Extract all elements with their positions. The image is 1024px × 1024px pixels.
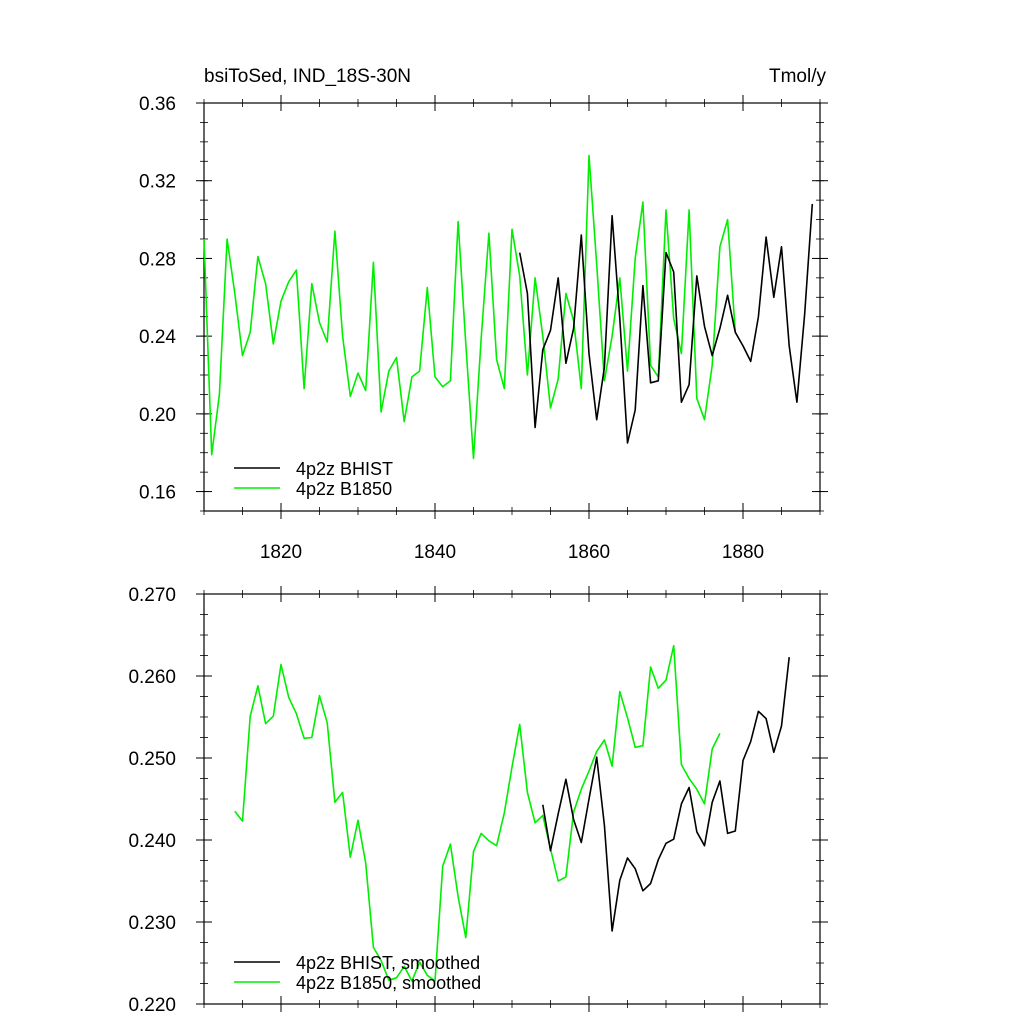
series-line-b1850 [203, 154, 737, 460]
axes-frame: 0.220 0.230 0.240 0.250 0.260 0.270 [128, 585, 828, 1016]
chart-title: bsiToSed, IND_18S-30N [204, 66, 411, 87]
series-line-bhist [518, 203, 814, 444]
x-tick-label: 1820 [260, 542, 302, 563]
y-tick-label: 0.270 [128, 585, 176, 606]
y-tick-label: 0.260 [128, 667, 176, 688]
legend-label: 4p2z BHIST [296, 459, 393, 479]
series-line-bhist [542, 657, 790, 932]
top-panel: bsiToSed, IND_18S-30N Tmol/y 0.16 0.20 0.2… [139, 66, 828, 563]
y-tick-label: 0.16 [139, 483, 176, 504]
legend-label: 4p2z B1850 [296, 479, 392, 499]
y-tick-label: 0.32 [139, 172, 176, 193]
series-lines [203, 154, 814, 460]
y-tick-label: 0.250 [128, 749, 176, 770]
x-tick-label: 1880 [722, 542, 764, 563]
y-tick-label: 0.20 [139, 405, 176, 426]
x-tick-label: 1860 [568, 542, 610, 563]
y-tick-label: 0.220 [128, 995, 176, 1016]
bottom-panel: 0.220 0.230 0.240 0.250 0.260 0.270 4p2z BHIS… [128, 585, 828, 1016]
series-lines [234, 644, 790, 982]
legend-label: 4p2z BHIST, smoothed [296, 953, 480, 973]
legend-label: 4p2z B1850, smoothed [296, 973, 481, 993]
y-tick-label: 0.24 [139, 327, 176, 348]
axes-frame: 0.16 0.20 0.24 0.28 0.32 0.36 1820 1840 1860 1880 [139, 94, 828, 563]
series-line-b1850 [234, 644, 721, 982]
y-tick-label: 0.240 [128, 831, 176, 852]
y-tick-label: 0.36 [139, 94, 176, 115]
x-tick-label: 1840 [414, 542, 456, 563]
y-tick-label: 0.28 [139, 249, 176, 270]
units-label: Tmol/y [769, 66, 827, 87]
y-tick-label: 0.230 [128, 913, 176, 934]
